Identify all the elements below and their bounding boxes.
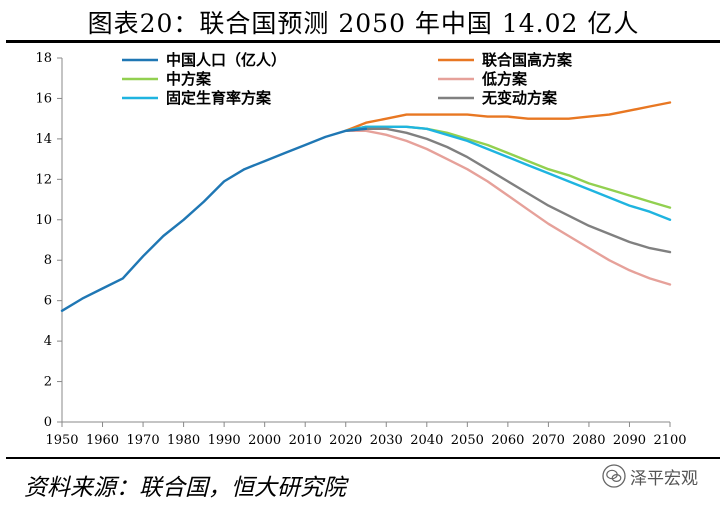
legend-label-4: 固定生育率方案 [166,89,272,107]
series-line-1 [344,101,672,132]
y-tick-label: 18 [35,51,52,66]
title-divider [6,40,720,43]
x-tick-label: 2100 [653,433,686,448]
x-tick-label: 1990 [208,433,241,448]
chart-axes: 0 2 4 6 8 10 12 14 16 18 1950 1960 1970 1980 1990 2000 2… [35,51,686,448]
x-tick-label: 2080 [572,433,605,448]
x-tick-label: 2030 [370,433,403,448]
y-tick-label: 2 [44,375,52,390]
x-tick-label: 2050 [451,433,484,448]
y-tick-label: 6 [44,294,52,309]
series-line-3 [344,129,672,286]
series-line-0 [60,127,368,312]
source-divider [6,457,720,459]
watermark: 泽平宏观 [602,463,698,489]
series-line-4 [344,125,672,221]
legend-label-5: 无变动方案 [481,89,558,107]
legend-label-0: 中国人口（亿人） [166,51,286,69]
x-tick-label: 2060 [491,433,524,448]
x-tick-label: 2070 [532,433,565,448]
x-tick-label: 1970 [127,433,160,448]
wechat-icon [602,464,626,488]
y-tick-label: 4 [44,334,52,349]
y-tick-label: 0 [44,415,52,430]
y-tick-label: 10 [35,213,52,228]
x-tick-label: 2010 [289,433,322,448]
x-tick-label: 2020 [329,433,362,448]
x-tick-label: 2040 [410,433,443,448]
y-tick-label: 16 [35,91,52,106]
chart-title: 图表20：联合国预测 2050 年中国 14.02 亿人 [87,9,640,38]
y-tick-label: 12 [35,172,52,187]
source-note: 资料来源：联合国，恒大研究院 [24,475,346,501]
y-tick-label: 14 [35,132,52,147]
x-tick-label: 2000 [248,433,281,448]
legend-label-1: 联合国高方案 [482,51,573,69]
x-tick-label: 2090 [613,433,646,448]
chart-series [60,101,672,312]
y-tick-label: 8 [44,253,52,268]
x-tick-label: 1960 [86,433,119,448]
x-tick-label: 1950 [45,433,78,448]
legend-label-3: 低方案 [481,70,528,88]
series-line-5 [344,127,672,254]
watermark-text: 泽平宏观 [630,468,698,489]
x-tick-label: 1980 [167,433,200,448]
legend-label-2: 中方案 [166,70,212,88]
